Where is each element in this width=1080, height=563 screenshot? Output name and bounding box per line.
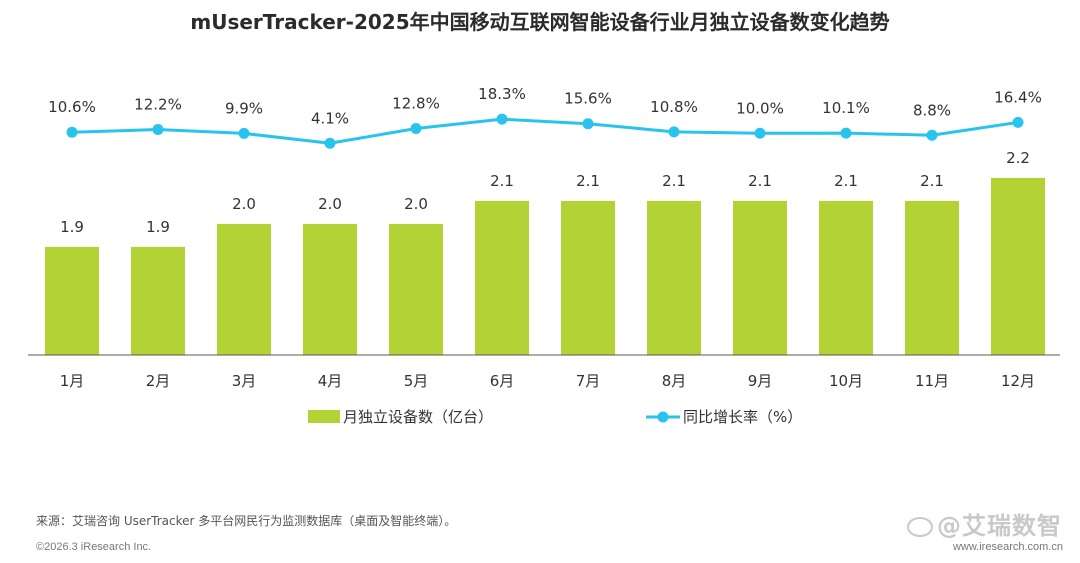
growth-value-label: 8.8%	[913, 101, 951, 119]
legend: 月独立设备数（亿台） 同比增长率（%）	[308, 408, 802, 426]
bar-value-label: 2.1	[834, 172, 858, 190]
growth-point	[324, 137, 336, 149]
growth-point	[238, 127, 250, 139]
x-tick-label: 8月	[662, 372, 687, 390]
growth-value-label: 12.8%	[392, 94, 440, 112]
bar-value-label: 1.9	[60, 218, 84, 236]
growth-point	[668, 126, 680, 138]
growth-point	[152, 124, 164, 136]
bar	[303, 223, 357, 355]
watermark: @艾瑞数智	[907, 506, 1062, 541]
growth-point	[1012, 116, 1024, 128]
bar	[561, 200, 615, 355]
bar	[733, 200, 787, 355]
x-tick-label: 6月	[490, 372, 515, 390]
watermark-text: @艾瑞数智	[937, 512, 1062, 540]
bar	[131, 246, 185, 355]
bar-value-label: 2.0	[404, 195, 428, 213]
x-tick-label: 12月	[1001, 372, 1035, 390]
x-tick-label: 9月	[748, 372, 773, 390]
x-tick-label: 10月	[829, 372, 863, 390]
copyright-text: ©2026.3 iResearch Inc.	[36, 541, 152, 553]
bar	[217, 223, 271, 355]
bar-value-label: 2.1	[490, 172, 514, 190]
bar-value-label: 2.1	[662, 172, 686, 190]
bar-value-label: 2.1	[576, 172, 600, 190]
bar-value-label: 2.1	[748, 172, 772, 190]
growth-point	[840, 127, 852, 139]
growth-point	[410, 122, 422, 134]
growth-point	[754, 127, 766, 139]
x-tick-label: 4月	[318, 372, 343, 390]
growth-value-label: 15.6%	[564, 90, 612, 108]
bar-value-label: 2.0	[318, 195, 342, 213]
source-note: 来源：艾瑞咨询 UserTracker 多平台网民行为监测数据库（桌面及智能终端…	[36, 514, 457, 528]
growth-value-label: 4.1%	[311, 109, 349, 127]
growth-value-label: 10.0%	[736, 99, 784, 117]
x-tick-labels: 1月 2月 3月 4月 5月 6月 7月 8月 9月 10月 11月 12月	[60, 372, 1035, 390]
bar	[475, 200, 529, 355]
bar	[45, 246, 99, 355]
growth-point	[926, 129, 938, 141]
x-tick-label: 5月	[404, 372, 429, 390]
x-tick-label: 2月	[146, 372, 171, 390]
growth-point	[66, 126, 78, 138]
bar	[647, 200, 701, 355]
legend-bar-swatch	[308, 410, 340, 423]
growth-line	[71, 117, 1019, 145]
x-tick-label: 1月	[60, 372, 85, 390]
watermark-icon	[907, 517, 933, 537]
chart: 1.9 1.9 2.0 2.0 2.0 2.1 2.1 2.1 2.1 2.1 2.1 2.2 10.…	[28, 85, 1060, 426]
legend-line-label: 同比增长率（%）	[683, 408, 802, 426]
growth-value-label: 12.2%	[134, 96, 182, 114]
x-tick-label: 3月	[232, 372, 257, 390]
legend-bar-label: 月独立设备数（亿台）	[343, 408, 493, 426]
legend-line-marker	[657, 411, 669, 423]
growth-value-label: 10.8%	[650, 98, 698, 116]
x-tick-label: 11月	[915, 372, 949, 390]
bar	[991, 177, 1045, 355]
bar	[905, 200, 959, 355]
bar	[819, 200, 873, 355]
growth-value-label: 10.6%	[48, 98, 96, 116]
bar-value-label: 1.9	[146, 218, 170, 236]
growth-value-label: 10.1%	[822, 99, 870, 117]
bar	[389, 223, 443, 355]
growth-point	[496, 113, 508, 125]
bar-value-label: 2.0	[232, 195, 256, 213]
bar-value-label: 2.2	[1006, 149, 1030, 167]
growth-value-label: 18.3%	[478, 85, 526, 103]
bar-value-label: 2.1	[920, 172, 944, 190]
website-url: www.iresearch.com.cn	[952, 541, 1063, 553]
growth-value-label: 9.9%	[225, 99, 263, 117]
line-layer: 10.6% 12.2% 9.9% 4.1% 12.8% 18.3% 15.6% 10.8% 10…	[48, 85, 1042, 149]
x-tick-label: 7月	[576, 372, 601, 390]
growth-point	[582, 118, 594, 130]
bars-layer: 1.9 1.9 2.0 2.0 2.0 2.1 2.1 2.1 2.1 2.1 2.1 2.2	[45, 149, 1045, 355]
page-title: mUserTracker-2025年中国移动互联网智能设备行业月独立设备数变化趋…	[190, 10, 890, 34]
growth-value-label: 16.4%	[994, 88, 1042, 106]
